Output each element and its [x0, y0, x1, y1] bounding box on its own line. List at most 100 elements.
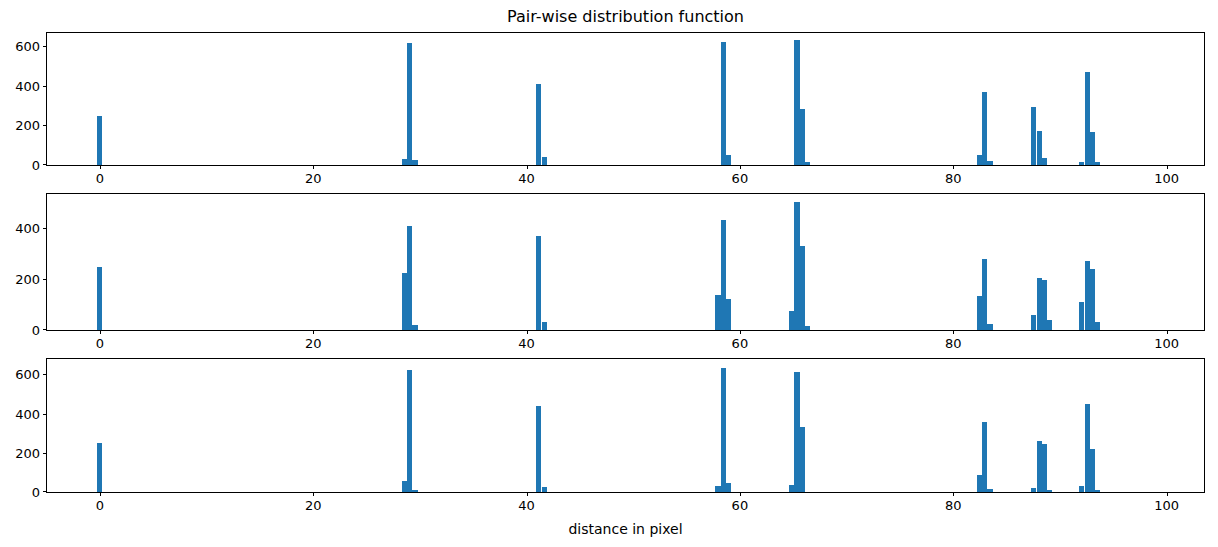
- x-tick: [1167, 165, 1168, 169]
- y-tick-label: 0: [32, 485, 40, 500]
- x-tick-label: 0: [96, 498, 104, 513]
- x-tick-label: 40: [518, 171, 535, 186]
- x-tick: [953, 492, 954, 496]
- x-tick-label: 60: [732, 336, 749, 351]
- histogram-bar: [982, 259, 987, 330]
- x-tick: [313, 330, 314, 334]
- histogram-bar: [1095, 162, 1100, 165]
- histogram-bar: [721, 368, 726, 492]
- x-tick: [953, 330, 954, 334]
- histogram-bar: [412, 160, 417, 165]
- subplot-bottom: 0204060801000200400600: [46, 358, 1205, 493]
- y-tick-label: 400: [15, 220, 40, 235]
- x-tick: [1167, 330, 1168, 334]
- x-tick: [740, 165, 741, 169]
- x-tick-label: 0: [96, 171, 104, 186]
- x-tick-label: 40: [518, 336, 535, 351]
- x-tick: [527, 330, 528, 334]
- x-tick: [313, 492, 314, 496]
- histogram-bar: [407, 370, 412, 492]
- y-tick: [43, 228, 47, 229]
- histogram-bar: [1095, 322, 1100, 330]
- x-tick-label: 60: [732, 498, 749, 513]
- histogram-bar: [1090, 132, 1095, 165]
- x-tick-label: 100: [1154, 171, 1179, 186]
- histogram-bar: [805, 162, 810, 165]
- x-tick-label: 20: [305, 336, 322, 351]
- histogram-bar: [805, 326, 810, 330]
- histogram-bar: [407, 43, 412, 165]
- y-tick-label: 0: [32, 323, 40, 338]
- histogram-bar: [1042, 444, 1047, 492]
- histogram-bar: [726, 299, 731, 330]
- histogram-bar: [1047, 320, 1052, 330]
- chart-title: Pair-wise distribution function: [46, 7, 1205, 26]
- x-tick: [527, 492, 528, 496]
- y-tick: [43, 414, 47, 415]
- histogram-bar: [1090, 269, 1095, 330]
- y-tick-label: 400: [15, 406, 40, 421]
- x-tick: [100, 165, 101, 169]
- histogram-bar: [97, 116, 102, 165]
- y-tick: [43, 164, 47, 165]
- subplot-middle: 0204060801000200400: [46, 193, 1205, 331]
- histogram-bar: [726, 155, 731, 165]
- histogram-bar: [987, 324, 992, 330]
- histogram-bar: [800, 427, 805, 492]
- histogram-bar: [542, 157, 547, 165]
- x-tick: [953, 165, 954, 169]
- y-tick: [43, 329, 47, 330]
- histogram-bar: [987, 161, 992, 165]
- x-tick: [527, 165, 528, 169]
- histogram-bar: [1042, 158, 1047, 165]
- y-tick-label: 600: [15, 367, 40, 382]
- histogram-bar: [536, 84, 541, 165]
- histogram-bar: [1090, 449, 1095, 492]
- x-tick-label: 100: [1154, 336, 1179, 351]
- x-tick-label: 100: [1154, 498, 1179, 513]
- histogram-bar: [542, 487, 547, 492]
- y-tick-label: 200: [15, 118, 40, 133]
- x-tick-label: 20: [305, 498, 322, 513]
- y-tick: [43, 453, 47, 454]
- histogram-bar: [407, 226, 412, 331]
- x-tick-label: 60: [732, 171, 749, 186]
- histogram-bar: [721, 42, 726, 165]
- x-tick: [100, 330, 101, 334]
- x-tick-label: 40: [518, 498, 535, 513]
- histogram-bar: [97, 267, 102, 330]
- histogram-bar: [987, 489, 992, 492]
- x-tick-label: 0: [96, 336, 104, 351]
- y-tick-label: 200: [15, 271, 40, 286]
- histogram-bar: [982, 92, 987, 165]
- y-tick: [43, 491, 47, 492]
- y-tick-label: 200: [15, 445, 40, 460]
- histogram-bar: [97, 443, 102, 492]
- x-tick-label: 20: [305, 171, 322, 186]
- x-tick-label: 80: [945, 336, 962, 351]
- y-tick: [43, 125, 47, 126]
- histogram-bar: [542, 322, 547, 330]
- y-tick-label: 600: [15, 38, 40, 53]
- subplot-top: 0204060801000200400600: [46, 32, 1205, 166]
- y-tick-label: 0: [32, 158, 40, 173]
- x-tick: [740, 330, 741, 334]
- histogram-bar: [800, 109, 805, 165]
- histogram-bar: [412, 325, 417, 330]
- x-tick-label: 80: [945, 171, 962, 186]
- y-tick-label: 400: [15, 78, 40, 93]
- x-tick: [1167, 492, 1168, 496]
- histogram-bar: [800, 246, 805, 330]
- y-tick: [43, 374, 47, 375]
- x-tick-label: 80: [945, 498, 962, 513]
- y-tick: [43, 279, 47, 280]
- histogram-bar: [412, 490, 417, 492]
- figure: Pair-wise distribution function 02040608…: [0, 0, 1218, 547]
- histogram-bar: [726, 483, 731, 492]
- y-tick: [43, 86, 47, 87]
- x-axis-label: distance in pixel: [46, 521, 1205, 537]
- y-tick: [43, 46, 47, 47]
- x-tick: [100, 492, 101, 496]
- histogram-bar: [1047, 490, 1052, 492]
- histogram-bar: [536, 236, 541, 330]
